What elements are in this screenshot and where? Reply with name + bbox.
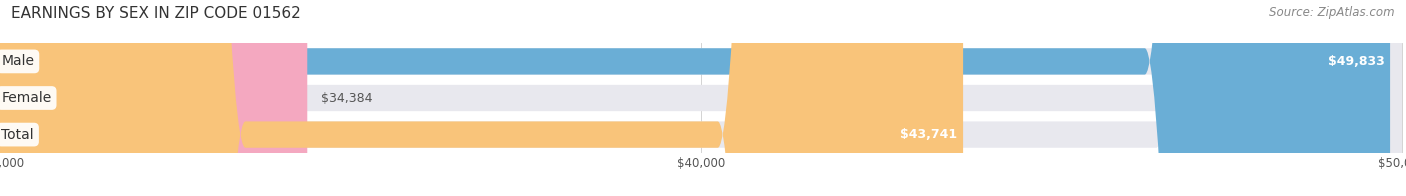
Text: $49,833: $49,833: [1327, 55, 1385, 68]
Text: Source: ZipAtlas.com: Source: ZipAtlas.com: [1270, 6, 1395, 19]
Text: $43,741: $43,741: [900, 128, 957, 141]
FancyBboxPatch shape: [0, 0, 963, 196]
Text: EARNINGS BY SEX IN ZIP CODE 01562: EARNINGS BY SEX IN ZIP CODE 01562: [11, 6, 301, 21]
Text: Total: Total: [1, 128, 34, 142]
Text: $34,384: $34,384: [322, 92, 373, 104]
Text: Male: Male: [1, 54, 34, 68]
FancyBboxPatch shape: [0, 0, 308, 196]
Text: Female: Female: [1, 91, 52, 105]
